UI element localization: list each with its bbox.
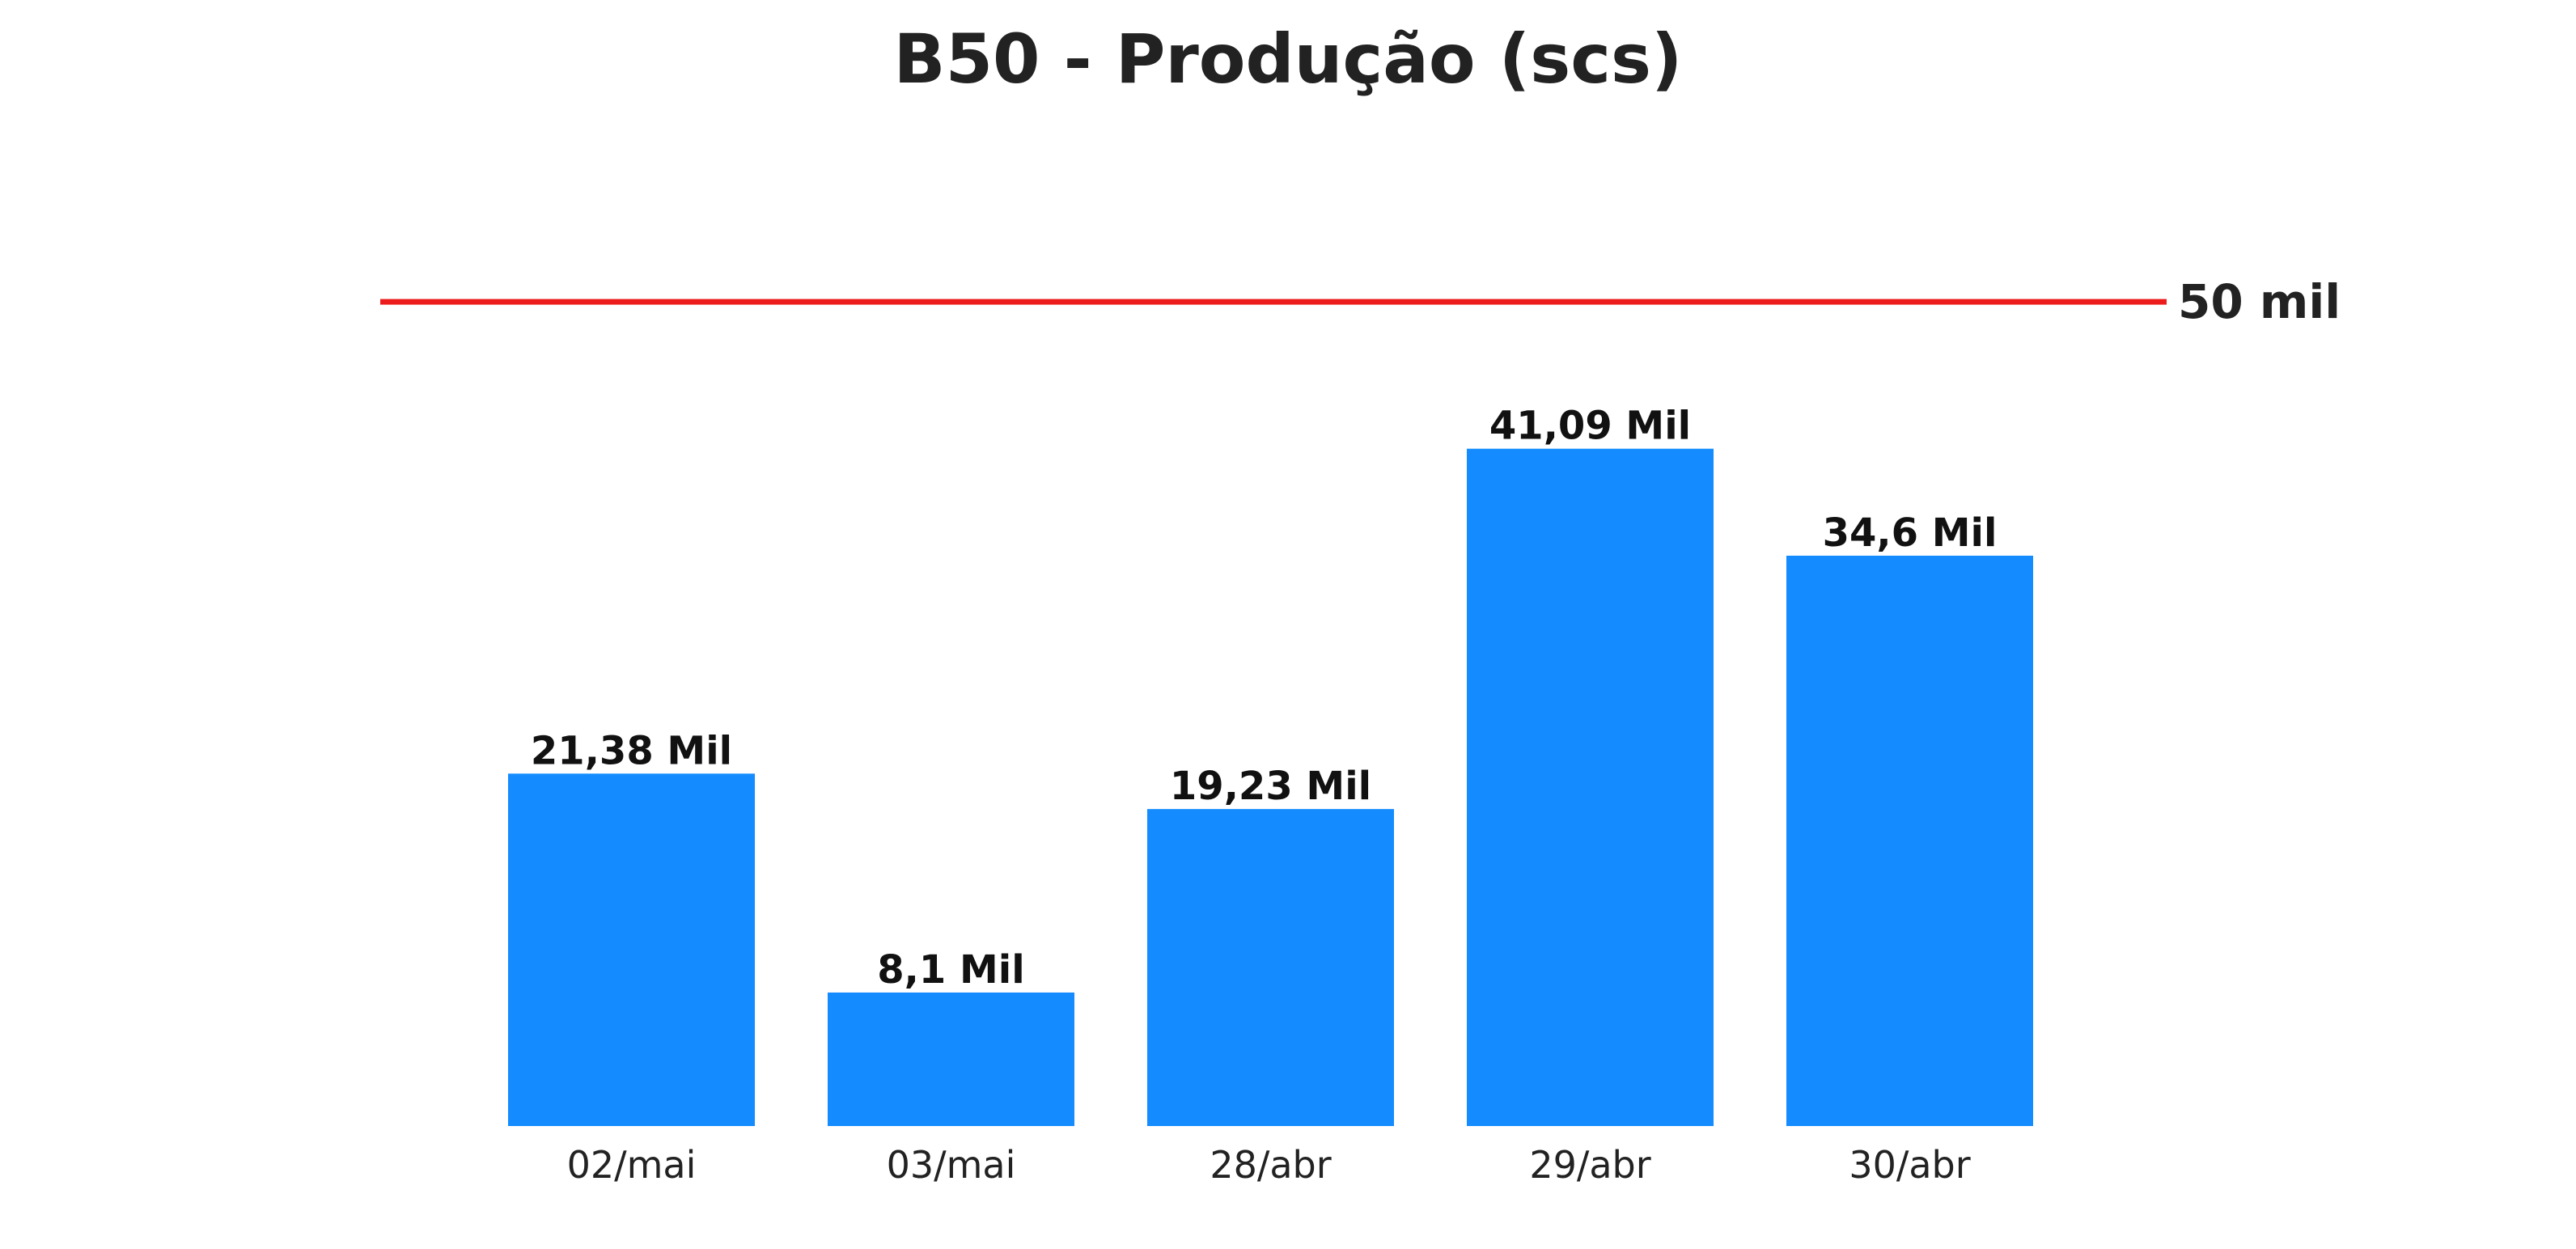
- x-tick-label-2: 03/mai: [887, 1143, 1016, 1187]
- data-label-2: 8,1 Mil: [877, 947, 1024, 993]
- data-label-4: 41,09 Mil: [1489, 404, 1691, 449]
- x-tick-label-5: 30/abr: [1849, 1143, 1970, 1187]
- bar-1: [508, 773, 755, 1126]
- x-tick-label-1: 02/mai: [567, 1143, 697, 1187]
- bar-5: [1786, 555, 2033, 1126]
- bar-2: [828, 992, 1074, 1126]
- x-tick-label-4: 29/abr: [1529, 1143, 1650, 1187]
- target-line-label: 50 mil: [2178, 274, 2341, 329]
- data-label-5: 34,6 Mil: [1823, 510, 1998, 556]
- chart-title: B50 - Produção (scs): [893, 19, 1683, 99]
- data-label-3: 19,23 Mil: [1170, 764, 1371, 809]
- bar-4: [1467, 448, 1714, 1126]
- bar-3: [1147, 809, 1394, 1126]
- data-label-1: 21,38 Mil: [531, 728, 732, 773]
- x-tick-label-3: 28/abr: [1210, 1143, 1331, 1187]
